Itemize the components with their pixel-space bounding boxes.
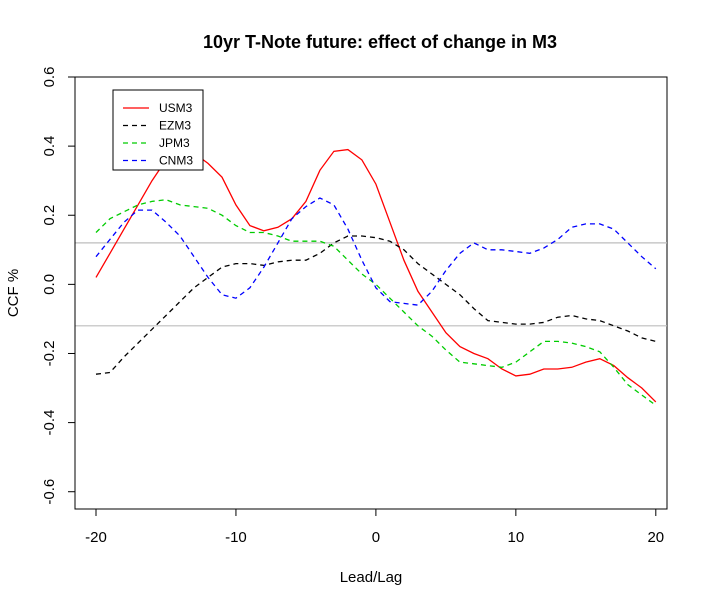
y-tick-label: 0.4 <box>41 136 58 157</box>
y-tick-label: -0.2 <box>41 341 58 367</box>
y-tick-label: 0.6 <box>41 67 58 88</box>
series-line-jpm3 <box>95 199 657 406</box>
x-tick-label: -20 <box>85 529 107 546</box>
series-line-ezm3 <box>95 235 656 375</box>
chart-title: 10yr T-Note future: effect of change in … <box>203 32 557 52</box>
y-tick-label: -0.6 <box>41 479 58 505</box>
legend-box <box>112 89 204 171</box>
legend-label: USM3 <box>159 101 193 115</box>
legend: USM3 EZM3 JPM3 CNM3 <box>112 89 204 171</box>
y-tick-label: 0.2 <box>41 205 58 226</box>
series-line-usm3 <box>95 145 657 403</box>
x-axis: -20 -10 0 10 20 <box>85 508 664 546</box>
y-tick-label: -0.4 <box>41 410 58 436</box>
y-axis-label: CCF % <box>5 269 22 317</box>
x-tick-label: -10 <box>225 529 247 546</box>
x-tick-label: 20 <box>647 529 664 546</box>
y-tick-label: 0.0 <box>41 274 58 295</box>
legend-label: EZM3 <box>159 119 191 133</box>
x-axis-label: Lead/Lag <box>340 569 403 586</box>
reference-lines <box>75 242 667 327</box>
x-tick-label: 0 <box>372 529 380 546</box>
y-axis: -0.6 -0.4 -0.2 0.0 0.2 0.4 0.6 <box>41 67 76 505</box>
legend-label: CNM3 <box>159 154 193 168</box>
series-line-cnm3 <box>95 197 657 306</box>
legend-label: JPM3 <box>159 136 190 150</box>
x-tick-label: 10 <box>508 529 525 546</box>
series-layer <box>95 145 657 406</box>
